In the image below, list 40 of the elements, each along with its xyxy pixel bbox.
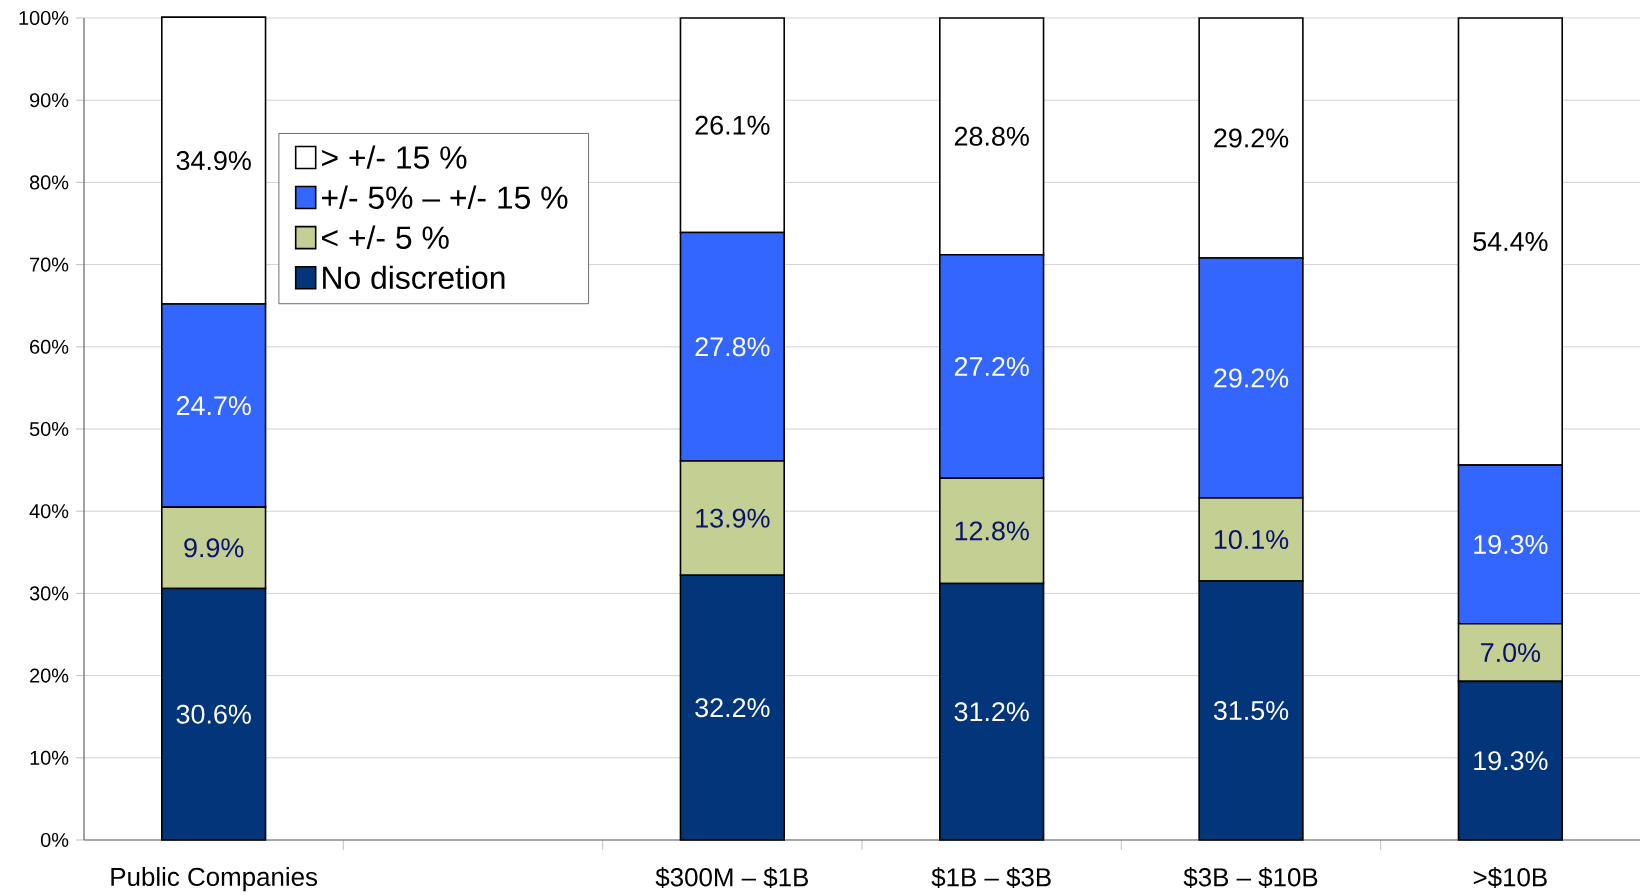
y-tick-label: 80% (29, 175, 69, 190)
data-label: 10.1% (1214, 530, 1289, 550)
y-tick-label: 90% (30, 93, 69, 108)
data-label: 29.2% (1214, 128, 1289, 148)
y-tick-label: 50% (29, 421, 69, 437)
y-tick-label: 100% (19, 10, 69, 26)
data-label: 34.9% (176, 151, 251, 171)
data-label: 19.3% (1474, 751, 1548, 771)
y-tick-label: 10% (30, 750, 69, 765)
legend-label: +/- 5% – +/- 15 % (322, 185, 568, 209)
y-tick-label: 60% (30, 339, 69, 354)
y-tick-label: 20% (30, 668, 69, 683)
y-tick-label: 30% (29, 586, 69, 601)
data-label: 9.9% (184, 538, 244, 558)
legend-label: < +/- 5 % (322, 225, 449, 249)
y-tick-label: 0% (40, 832, 69, 848)
x-tick-label: >$10B (1473, 867, 1547, 888)
data-label: 12.8% (955, 521, 1029, 541)
data-label: 32.2% (695, 698, 770, 718)
data-label: 27.8% (695, 337, 770, 357)
data-label: 29.2% (1214, 368, 1289, 388)
x-tick-label: $1B – $3B (931, 867, 1051, 888)
legend-label: > +/- 15 % (322, 145, 467, 169)
data-label: 28.8% (954, 126, 1029, 146)
data-label: 54.4% (1473, 232, 1548, 252)
data-label: 30.6% (176, 704, 251, 724)
data-label: 13.9% (696, 508, 770, 528)
data-label: 19.3% (1474, 534, 1548, 554)
x-tick-label: $300M – $1B (655, 867, 808, 888)
data-label: 26.1% (695, 115, 770, 135)
data-label: 31.5% (1213, 701, 1289, 721)
y-tick-label: 70% (30, 257, 69, 272)
data-label: 31.2% (954, 702, 1029, 722)
data-label: 27.2% (954, 357, 1029, 376)
y-tick-label: 40% (29, 504, 69, 519)
data-label: 7.0% (1481, 643, 1541, 663)
legend-label: No discretion (323, 265, 505, 290)
x-tick-label: $3B – $10B (1183, 867, 1318, 888)
data-label: 24.7% (176, 396, 251, 416)
x-tick-label: Public Companies (111, 867, 318, 892)
